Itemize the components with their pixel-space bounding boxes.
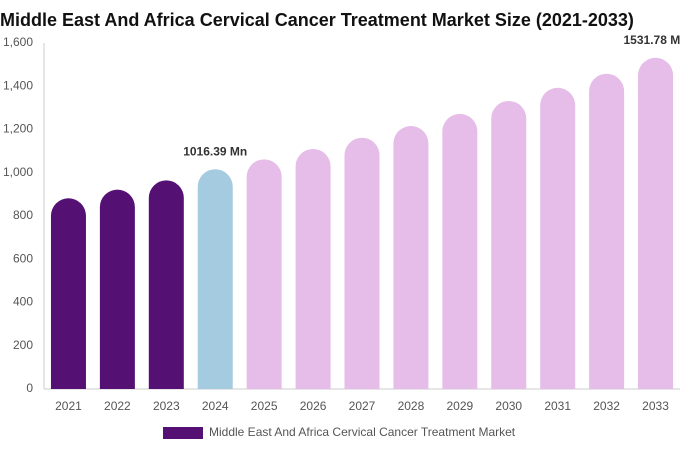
bar: [50, 198, 86, 389]
x-tick-label: 2021: [55, 399, 82, 413]
x-tick-label: 2022: [104, 399, 131, 413]
y-tick-label: 600: [13, 251, 33, 265]
bar: [148, 180, 184, 389]
y-tick-label: 200: [13, 338, 33, 352]
x-tick-label: 2030: [495, 399, 522, 413]
bar: [99, 189, 135, 389]
value-label: 1016.39 Mn: [183, 144, 247, 158]
bar: [442, 113, 478, 389]
x-tick-label: 2023: [153, 399, 180, 413]
bar: [638, 57, 674, 389]
y-tick-label: 1,400: [3, 78, 33, 92]
y-tick-label: 1,000: [3, 165, 33, 179]
y-tick-label: 800: [13, 208, 33, 222]
bar: [540, 87, 576, 390]
x-tick-label: 2025: [251, 399, 278, 413]
legend-label: Middle East And Africa Cervical Cancer T…: [209, 425, 516, 439]
x-tick-label: 2028: [398, 399, 425, 413]
x-tick-label: 2026: [300, 399, 327, 413]
x-tick-label: 2033: [642, 399, 669, 413]
legend-swatch: [163, 427, 203, 439]
bar: [295, 148, 331, 389]
x-tick-label: 2031: [544, 399, 571, 413]
bar: [344, 137, 380, 389]
x-tick-label: 2027: [349, 399, 376, 413]
y-tick-label: 1,600: [3, 35, 33, 49]
x-tick-label: 2029: [446, 399, 473, 413]
bar: [246, 159, 282, 389]
y-tick-label: 400: [13, 295, 33, 309]
value-label: 1531.78 Mn: [624, 33, 680, 47]
x-tick-label: 2032: [593, 399, 620, 413]
chart-title: Middle East And Africa Cervical Cancer T…: [0, 10, 634, 30]
bar: [197, 169, 233, 389]
y-tick-label: 1,200: [3, 122, 33, 136]
bar: [491, 100, 527, 389]
bar: [393, 126, 429, 389]
bar: [589, 73, 625, 390]
x-tick-label: 2024: [202, 399, 229, 413]
y-tick-label: 0: [26, 381, 33, 395]
